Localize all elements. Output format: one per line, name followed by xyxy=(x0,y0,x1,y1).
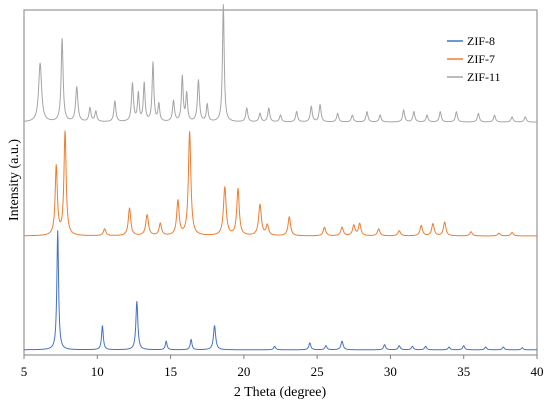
x-tick-label: 5 xyxy=(21,364,28,379)
series-line-zif-8 xyxy=(23,230,538,351)
x-tick-label: 35 xyxy=(457,364,470,379)
plot-area-frame xyxy=(23,9,538,356)
x-axis: 5 10 15 20 25 30 35 40 xyxy=(21,354,544,379)
legend-label: ZIF-7 xyxy=(467,52,495,66)
x-tick-label: 25 xyxy=(311,364,324,379)
legend-label: ZIF-11 xyxy=(467,70,501,84)
legend: ZIF-8 ZIF-7 ZIF-11 xyxy=(447,34,501,84)
x-tick-label: 40 xyxy=(531,364,544,379)
legend-label: ZIF-8 xyxy=(467,34,495,48)
series-line-zif-7 xyxy=(23,130,538,237)
x-tick-label: 15 xyxy=(164,364,177,379)
x-tick-label: 10 xyxy=(91,364,104,379)
series-line-zif-11 xyxy=(23,3,538,123)
x-tick-label: 20 xyxy=(237,364,250,379)
y-axis-title: Intensity (a.u.) xyxy=(7,139,22,221)
series-group xyxy=(23,3,538,351)
x-tick-label: 30 xyxy=(384,364,397,379)
x-axis-title: 2 Theta (degree) xyxy=(234,385,327,400)
